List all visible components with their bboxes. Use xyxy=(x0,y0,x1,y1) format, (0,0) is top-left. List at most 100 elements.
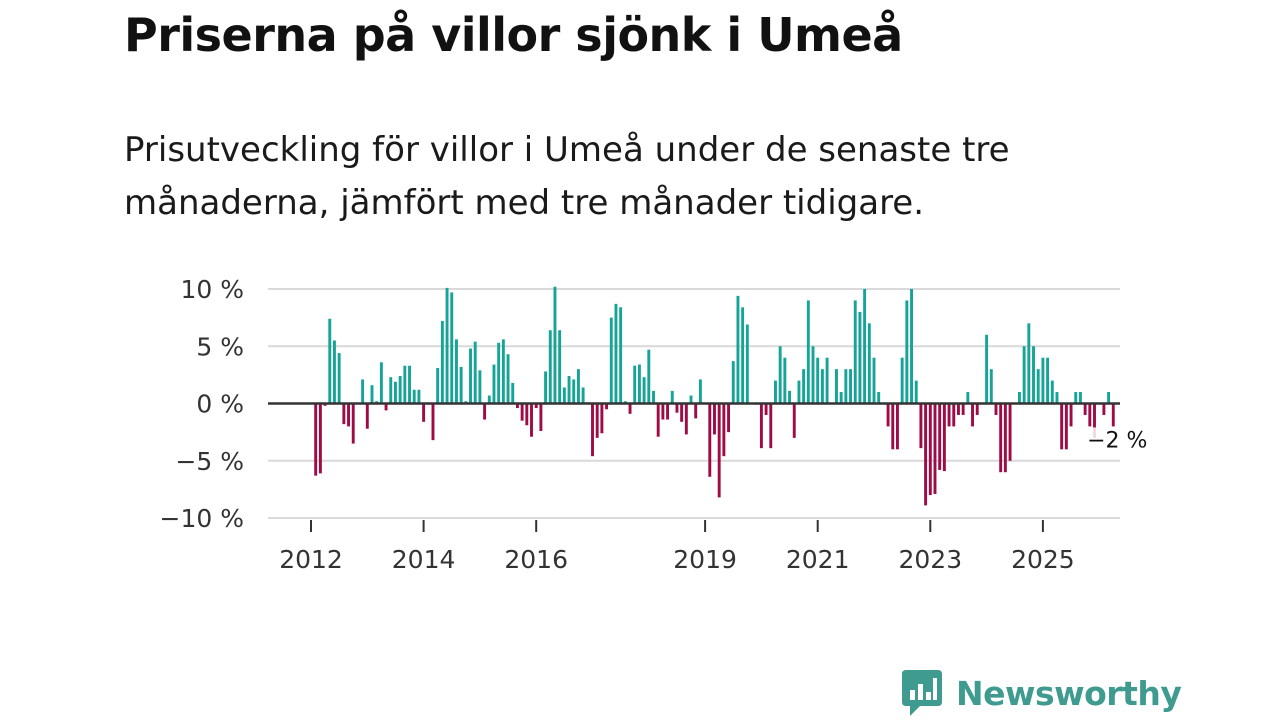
bar-positive xyxy=(450,292,454,404)
bar-positive xyxy=(370,385,374,404)
bar-positive xyxy=(506,354,510,404)
x-tick-label: 2025 xyxy=(1011,545,1075,574)
bar-positive xyxy=(788,390,792,404)
bar-negative xyxy=(919,403,923,449)
bar-positive xyxy=(647,349,651,404)
bar-negative xyxy=(1069,403,1073,427)
bar-positive xyxy=(412,389,416,404)
bar-positive xyxy=(1050,380,1054,404)
bar-positive xyxy=(745,324,749,404)
bar-negative xyxy=(713,403,716,435)
bar-positive xyxy=(637,364,641,404)
bar-negative xyxy=(1102,403,1106,415)
annotation: −2 % xyxy=(1085,427,1150,456)
bar-negative xyxy=(994,403,998,415)
bar-negative xyxy=(318,403,322,474)
y-tick-label: 5 % xyxy=(196,332,244,361)
bar-negative xyxy=(666,403,670,420)
y-axis-labels: 10 % 5 % 0 % −5 % −10 % xyxy=(160,275,244,533)
bar-negative xyxy=(520,403,524,421)
bar-negative xyxy=(384,403,388,411)
bar-negative xyxy=(600,403,604,434)
bar-positive xyxy=(736,295,740,404)
bar-negative xyxy=(957,403,960,415)
bar-positive xyxy=(905,300,909,404)
bar-negative xyxy=(351,403,355,444)
bar-positive xyxy=(497,342,501,404)
bar-positive xyxy=(581,387,585,404)
bar-negative xyxy=(591,403,594,457)
bar-negative xyxy=(314,403,318,476)
bar-negative xyxy=(1083,403,1087,415)
bar-positive xyxy=(408,365,411,404)
bar-negative xyxy=(595,403,599,438)
bar-positive xyxy=(567,376,571,404)
bar-positive xyxy=(389,377,393,404)
bar-positive xyxy=(839,392,843,404)
bar-positive xyxy=(417,389,421,404)
bar-positive xyxy=(544,371,548,404)
bar-negative xyxy=(483,403,487,420)
bar-negative xyxy=(1093,403,1096,438)
bar-positive xyxy=(1107,392,1111,404)
bar-positive xyxy=(337,353,341,404)
y-tick-label: 10 % xyxy=(180,275,244,304)
bar-positive xyxy=(394,381,397,404)
page-title: Priserna på villor sjönk i Umeå xyxy=(124,8,903,62)
bar-negative xyxy=(928,403,932,496)
bar-negative xyxy=(952,403,956,427)
bar-negative xyxy=(891,403,895,450)
bar-negative xyxy=(422,403,426,422)
bar-negative xyxy=(680,403,684,422)
bar-positive xyxy=(783,357,787,404)
bar-positive xyxy=(914,380,918,404)
bar-positive xyxy=(1032,346,1035,404)
bar-negative xyxy=(1111,403,1115,427)
bar-positive xyxy=(548,330,552,404)
bar-positive xyxy=(872,357,876,404)
bar-negative xyxy=(999,403,1003,473)
bar-positive xyxy=(440,321,444,404)
bar-positive xyxy=(1046,357,1050,404)
bar-positive xyxy=(379,362,383,404)
bar-negative xyxy=(675,403,679,413)
bar-positive xyxy=(1022,346,1026,404)
bar-positive xyxy=(562,387,566,404)
bar-positive xyxy=(403,365,407,404)
bar-positive xyxy=(778,346,782,404)
bar-positive xyxy=(1055,392,1059,404)
annotation-label: −2 % xyxy=(1087,428,1147,453)
bar-positive xyxy=(849,369,852,404)
bar-positive xyxy=(825,357,829,404)
bar-positive xyxy=(910,289,913,404)
bar-positive xyxy=(863,289,867,404)
bar-positive xyxy=(985,334,989,404)
bar-negative xyxy=(942,403,946,472)
bar-positive xyxy=(689,395,693,404)
bar-negative xyxy=(769,403,773,449)
bar-negative xyxy=(722,403,726,457)
bar-positive xyxy=(797,380,801,404)
bar-positive xyxy=(576,369,580,404)
bar-negative xyxy=(1003,403,1007,473)
bar-negative xyxy=(947,403,951,427)
bar-negative xyxy=(708,403,712,477)
bar-positive xyxy=(802,369,806,404)
annotation-bg xyxy=(1085,427,1150,456)
x-tick-label: 2021 xyxy=(786,545,850,574)
x-tick-label: 2019 xyxy=(673,545,737,574)
bar-negative xyxy=(605,403,609,410)
bar-positive xyxy=(858,311,862,404)
bar-positive xyxy=(619,307,623,404)
bar-positive xyxy=(844,369,848,404)
chart-subtitle: Prisutveckling för villor i Umeå under d… xyxy=(124,130,1010,223)
y-tick-label: −5 % xyxy=(175,447,244,476)
x-tick-label: 2023 xyxy=(898,545,962,574)
bar-positive xyxy=(614,303,618,404)
bar-positive xyxy=(731,361,735,404)
x-tick-label: 2014 xyxy=(392,545,456,574)
y-tick-label: 0 % xyxy=(196,390,244,419)
bar-negative xyxy=(727,403,731,433)
bar-positive xyxy=(609,317,613,404)
x-tick-label: 2016 xyxy=(504,545,568,574)
